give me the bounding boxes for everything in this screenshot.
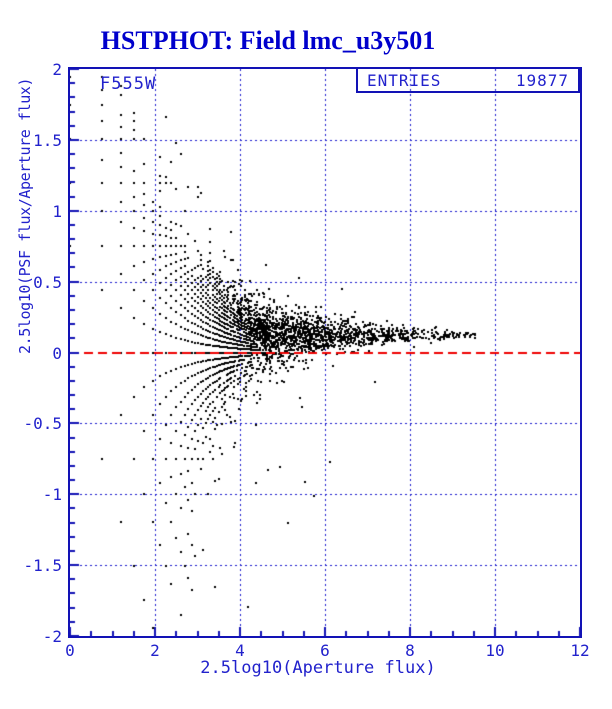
scatter-plot-canvas — [68, 67, 582, 638]
x-tick-label: 6 — [320, 641, 330, 660]
x-tick-label: 10 — [485, 641, 505, 660]
filter-label: F555W — [100, 74, 157, 94]
x-tick-label: 12 — [570, 641, 590, 660]
y-tick-label: 1 — [52, 201, 62, 221]
x-tick-label: 2 — [150, 641, 160, 660]
x-axis-title: 2.5log10(Aperture flux) — [200, 658, 436, 678]
x-tick-label: 4 — [235, 641, 245, 660]
page-title: HSTPHOT: Field lmc_u3y501 — [100, 26, 436, 55]
entries-label: ENTRIES — [367, 70, 442, 90]
entries-value: 19877 — [515, 70, 569, 90]
entries-box: ENTRIES 19877 — [356, 67, 580, 93]
y-tick-label: 1.5 — [33, 130, 62, 150]
y-tick-label: -0.5 — [23, 414, 62, 434]
y-tick-label: -2 — [42, 627, 62, 646]
y-tick-label: -1.5 — [23, 556, 62, 576]
y-tick-label: 0 — [52, 343, 62, 363]
y-tick-label: 2 — [52, 60, 62, 79]
x-tick-label: 0 — [65, 641, 75, 660]
x-tick-label: 8 — [405, 641, 415, 660]
y-tick-label: 0.5 — [33, 272, 62, 292]
y-tick-label: -1 — [42, 485, 62, 505]
